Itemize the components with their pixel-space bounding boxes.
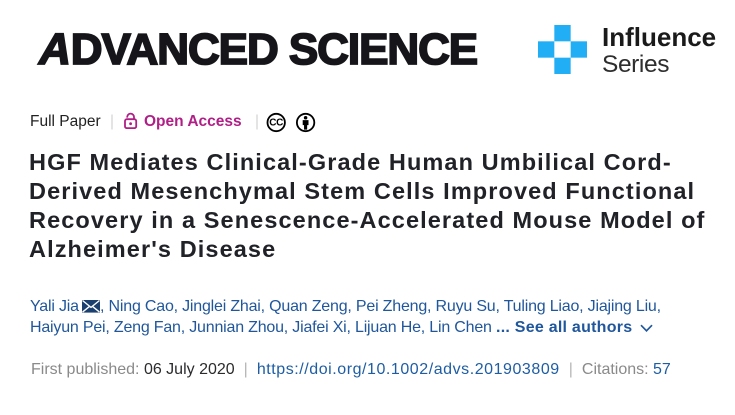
svg-text:CC: CC	[269, 117, 283, 128]
